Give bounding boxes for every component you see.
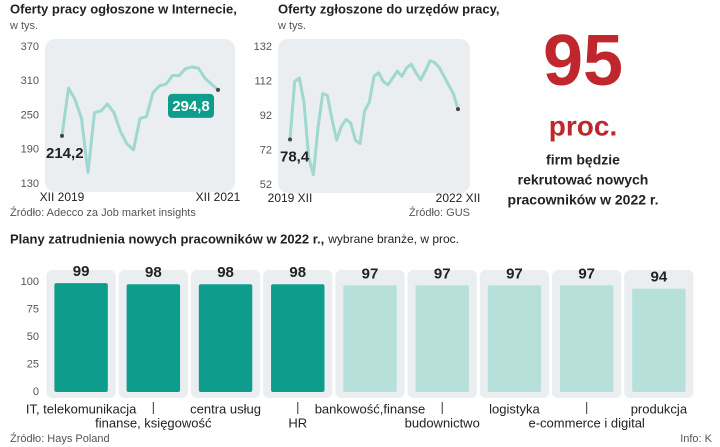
value-label: 98 [289,264,306,281]
y-tick-label: 25 [27,358,39,370]
chart-subtitle: wybrane branże, w proc. [327,232,459,246]
value-label: 98 [217,264,234,281]
value-label: 78,4 [280,148,310,165]
y-tick-label: 370 [21,41,39,53]
y-tick-label: 72 [260,144,272,156]
x-tick-label: finanse, księgowość [95,415,212,430]
x-tick-label: XII 2021 [196,190,241,204]
source: Źródło: Hays Poland [10,432,110,445]
source: Źródło: Adecco za Job market insights [10,206,196,219]
bar [415,285,469,392]
y-tick-label: 0 [33,386,39,398]
x-tick-label: bankowość,finanse [315,401,426,416]
y-tick-label: 75 [27,303,39,315]
chart-title: Plany zatrudnienia nowych pracowników w … [10,231,324,246]
line [60,65,220,175]
x-tick-label: 2019 XII [268,191,313,205]
bar [559,285,614,392]
x-tick-label: produkcja [631,401,688,416]
bar [343,285,397,392]
value-label: 214,2 [46,145,84,162]
point-marker [216,87,220,92]
x-tick-label: budownictwo [405,415,480,430]
line [288,59,460,177]
value-label: 94 [651,269,668,286]
point-marker [456,107,460,112]
x-tick-label: logistyka [489,401,540,416]
point-marker [60,133,64,138]
value-label: 97 [506,265,523,282]
chart-subtitle: w tys. [9,20,38,32]
y-tick-label: 92 [260,110,272,122]
y-tick-label: 250 [21,109,39,121]
value-label: 97 [434,265,451,282]
point-marker [288,137,292,142]
credit: Info: K [680,433,712,445]
bar [632,288,686,392]
source: Źródło: GUS [409,206,470,219]
y-tick-label: 50 [27,331,39,343]
value-label: 97 [578,265,595,282]
chart-title: Oferty pracy ogłoszone w Internecie, [10,1,237,16]
y-tick-label: 130 [21,178,39,190]
chart-subtitle: w tys. [277,20,306,32]
y-tick-label: 100 [21,276,39,288]
bar [487,285,542,392]
bar [198,284,253,392]
x-tick-label: centra usług [190,401,261,416]
value-label: 294,8 [172,98,210,115]
plot-background [45,39,235,192]
y-tick-label: 190 [21,144,39,156]
x-tick-label: HR [288,415,307,430]
bar [126,284,181,392]
bar [54,283,108,392]
value-label: 97 [362,265,379,282]
plot-background [278,39,470,193]
y-tick-label: 132 [254,41,272,53]
callout-line: firm będzie [546,152,620,168]
callout-line: rekrutować nowych [518,172,649,188]
callout-unit: proc. [549,110,617,141]
callout-value: 95 [543,21,623,101]
y-tick-label: 112 [254,75,272,87]
x-tick-label: e-commerce i digital [529,415,645,430]
value-label-box [168,93,214,118]
x-tick-label: 2022 XII [436,191,481,205]
bar [271,284,325,392]
x-tick-label: XII 2019 [40,190,85,204]
y-tick-label: 310 [21,75,39,87]
value-label: 99 [73,263,90,280]
y-tick-label: 52 [260,179,272,191]
chart-title: Oferty zgłoszone do urzędów pracy, [278,1,500,16]
x-tick-label: IT, telekomunikacja [26,401,137,416]
callout-line: pracowników w 2022 r. [508,192,659,208]
value-label: 98 [145,264,162,281]
